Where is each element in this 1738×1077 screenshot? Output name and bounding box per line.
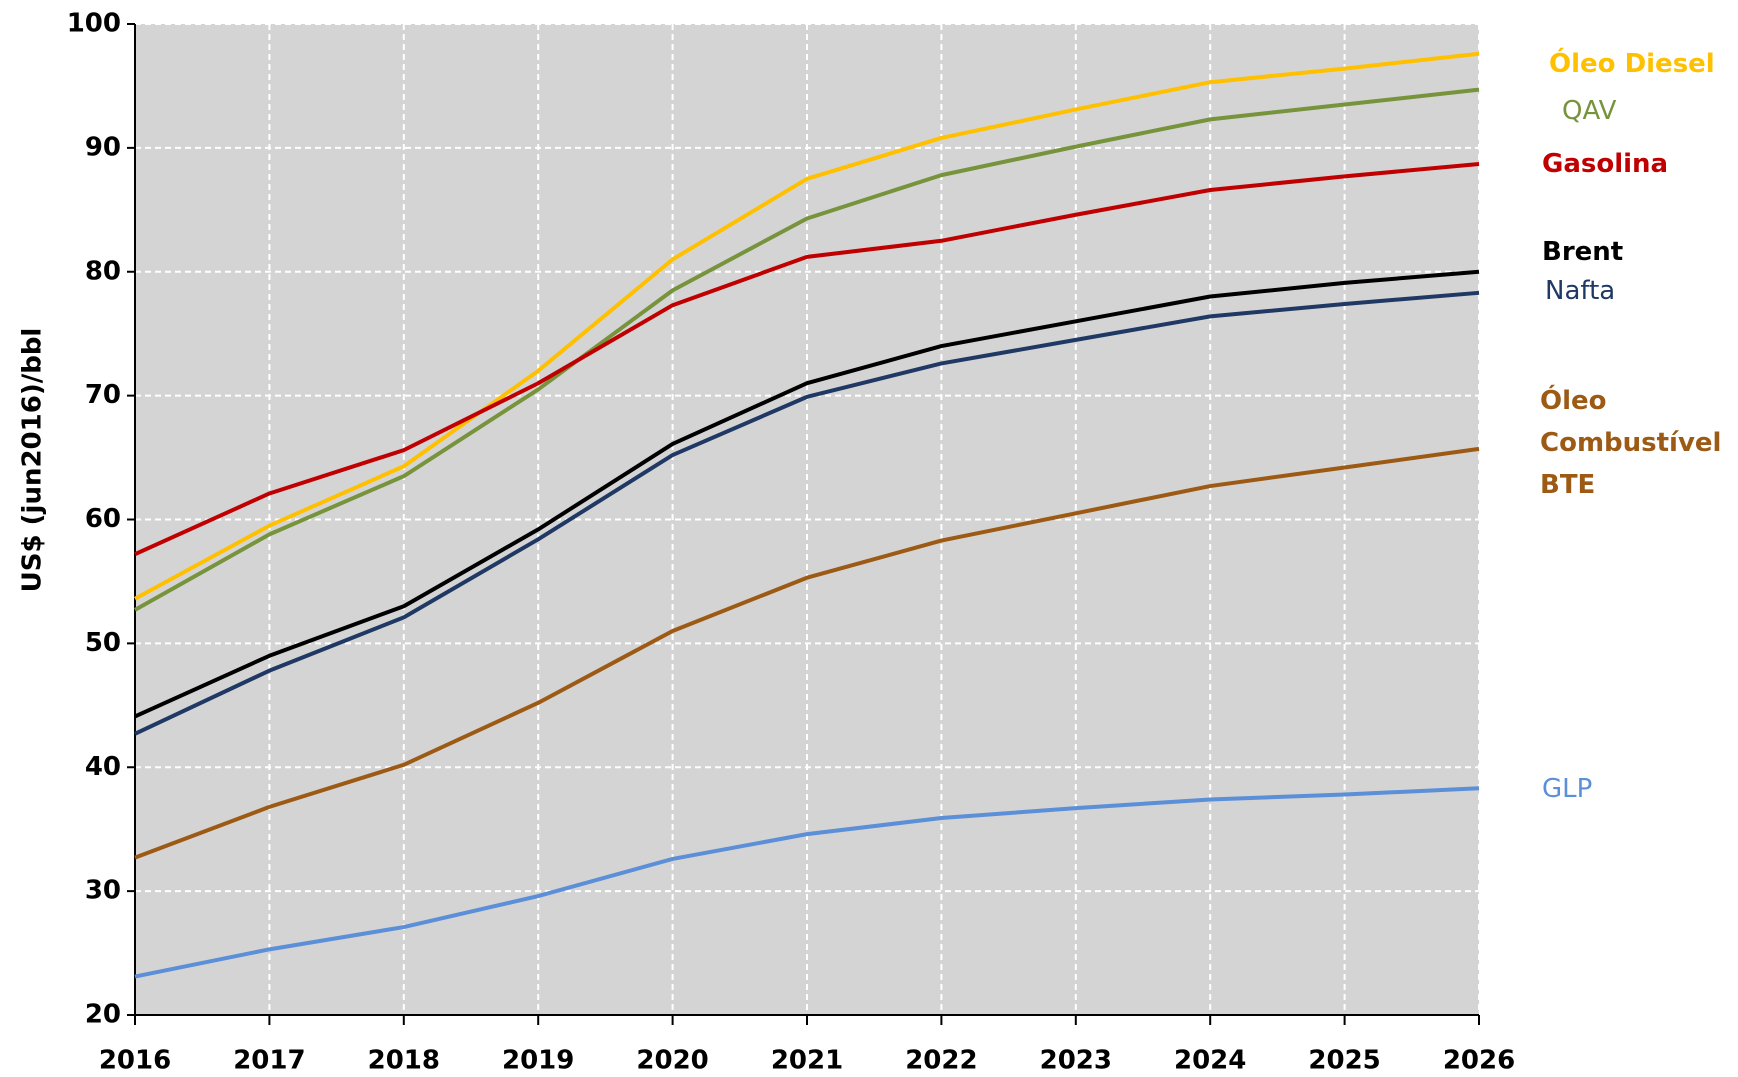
y-tick-label: 20 [85,1000,121,1030]
x-tick-label: 2021 [771,1046,843,1076]
series-label: GLP [1542,774,1593,804]
series-line [134,51,1480,601]
y-tick-label: 70 [85,380,121,410]
x-tick-label: 2024 [1174,1046,1246,1076]
y-tick-label: 90 [85,132,121,162]
x-tick-label: 2018 [368,1046,440,1076]
series-label: QAV [1562,96,1617,126]
y-axis-label: US$ (jun2016)/bbl [18,328,48,593]
y-tick-label: 30 [85,876,121,906]
y-tick-label: 50 [85,628,121,658]
series-label: Brent [1542,237,1624,267]
series-line [134,786,1480,979]
y-tick-label: 80 [85,256,121,286]
x-tick-label: 2023 [1040,1046,1112,1076]
x-tick-label: 2020 [636,1046,708,1076]
x-tick-label: 2019 [502,1046,574,1076]
series-label: Gasolina [1542,149,1669,179]
y-tick-label: 60 [85,504,121,534]
series-line [134,269,1480,719]
x-tick-label: 2026 [1443,1046,1515,1076]
series-label: Óleo Combustível BTE [1540,386,1722,500]
x-tick-label: 2025 [1308,1046,1380,1076]
x-tick-label: 2016 [99,1046,171,1076]
series-label: Óleo Diesel [1549,49,1715,79]
series-line [134,87,1480,612]
series-line [134,446,1480,860]
y-tick-label: 100 [67,9,121,39]
series-label: Nafta [1545,276,1616,306]
series-line [134,161,1480,557]
x-tick-label: 2022 [905,1046,977,1076]
y-tick-label: 40 [85,752,121,782]
x-tick-label: 2017 [233,1046,305,1076]
series-line [134,290,1480,736]
